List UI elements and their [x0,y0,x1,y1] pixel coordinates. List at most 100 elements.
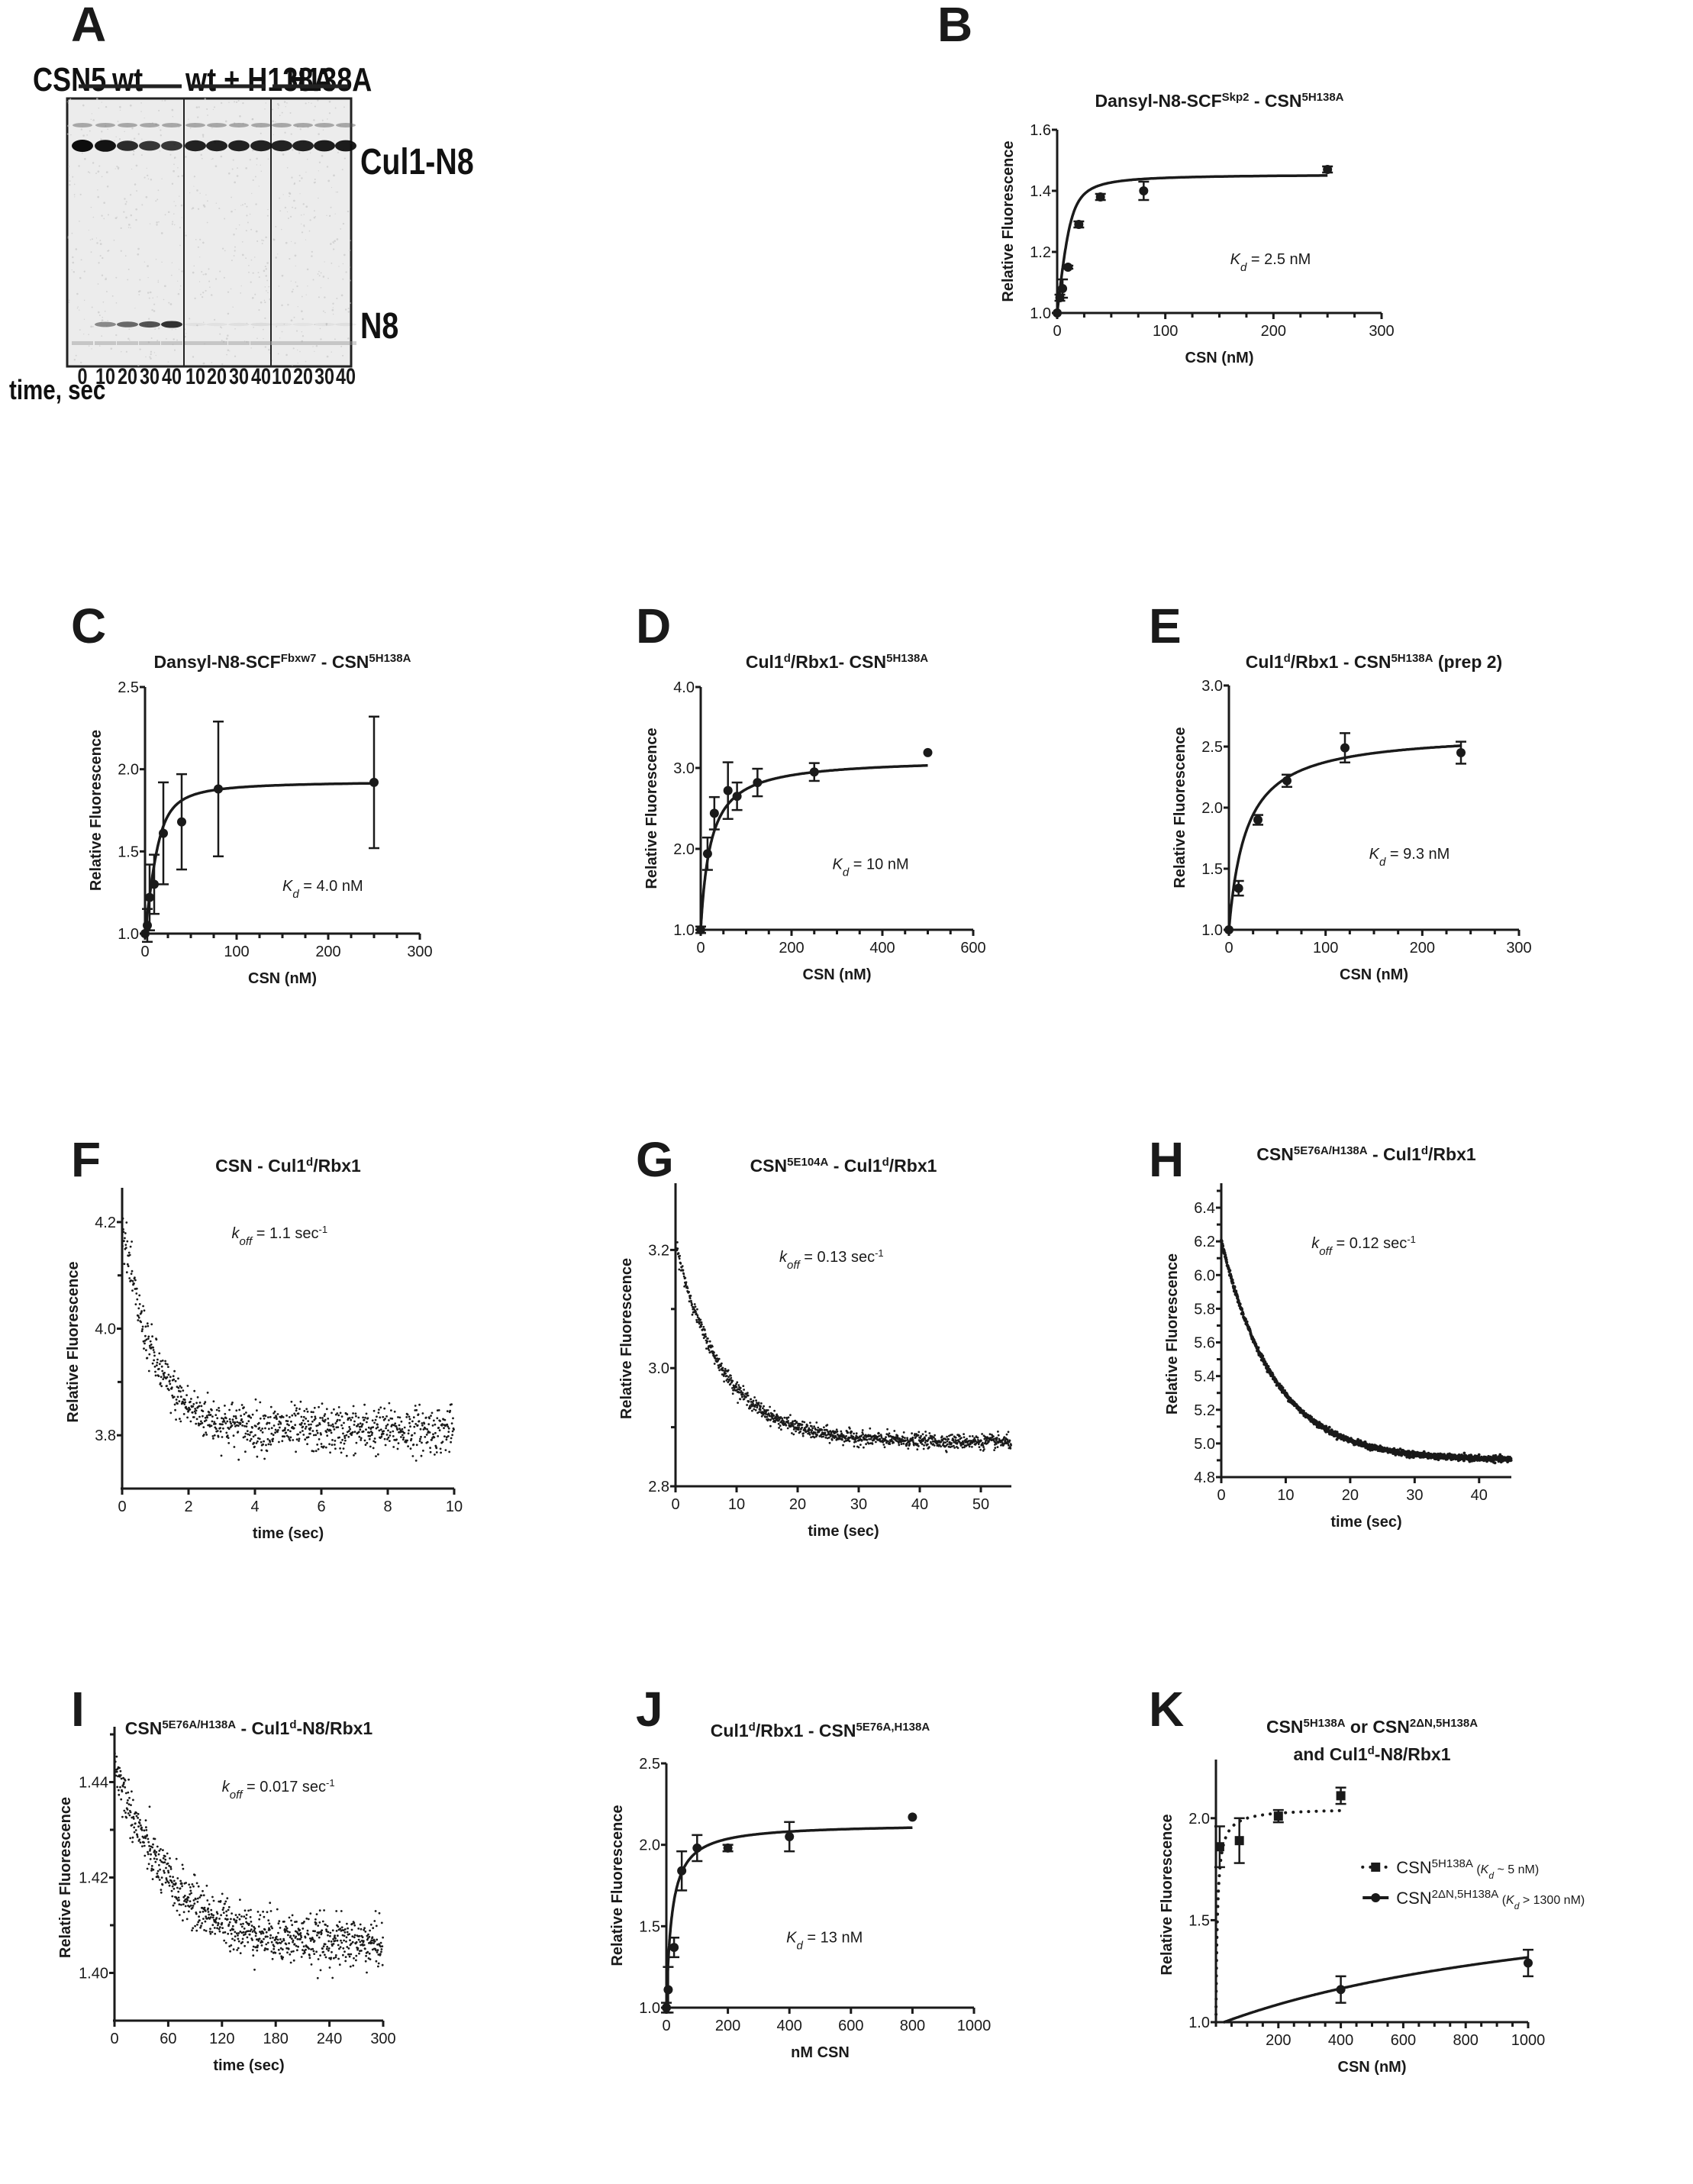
gel-band-n8 [161,321,182,328]
data-point [880,1434,882,1437]
gel-noise [340,294,343,297]
data-point [450,1437,453,1440]
gel-noise [315,344,318,347]
gel-noise [250,259,253,261]
data-point [340,1441,342,1444]
data-point [166,1862,169,1865]
data-point [945,1450,948,1453]
data-point [224,1931,227,1934]
data-point [447,1431,450,1433]
x-tick-label: 10 [446,1498,463,1515]
gel-noise [334,213,336,215]
data-point [203,1906,206,1909]
data-point [250,1416,253,1419]
data-point [169,1866,173,1869]
data-point [326,1428,329,1431]
gel-noise [230,288,232,290]
data-point [135,1815,138,1818]
data-point [156,1364,158,1366]
gel-noise [137,364,140,366]
data-point [798,1426,800,1429]
data-point [124,1247,127,1249]
gel-noise [308,230,311,232]
gel-noise [185,333,187,334]
x-tick-label: 8 [383,1498,392,1515]
gel-noise [267,292,269,294]
data-point [794,1423,796,1425]
data-point [353,1431,356,1433]
gel-noise [68,302,70,303]
data-point [160,1848,162,1850]
data-point [695,1312,698,1315]
data-point [128,1796,131,1799]
data-point [911,1432,913,1435]
data-point [885,1441,888,1444]
data-point [921,1443,924,1446]
data-point [962,1443,965,1446]
gel-noise [252,150,254,152]
data-point [310,1411,313,1413]
data-point [153,1849,156,1852]
data-point [977,1439,979,1441]
gel-noise [340,227,342,230]
data-point [160,1891,163,1894]
data-point [1095,192,1105,202]
data-point [898,1441,900,1444]
data-point [180,1882,183,1885]
data-point [422,1450,424,1452]
gel-noise [222,340,225,343]
data-point [375,1455,377,1457]
x-axis-label: time (sec) [808,1523,879,1540]
data-point [319,1417,321,1419]
data-point [352,1405,355,1408]
gel-noise [101,274,104,276]
data-point [263,1417,266,1420]
data-point [239,1421,242,1424]
data-point [785,1424,788,1427]
data-point [165,1866,167,1869]
data-point [844,1437,847,1440]
data-point [135,1811,137,1815]
data-point [323,1415,326,1418]
data-point [406,1413,409,1416]
gel-noise [215,202,218,204]
data-point [791,1432,793,1434]
data-point [336,1412,339,1415]
data-point [759,1408,762,1411]
data-point [183,1895,186,1897]
data-point [731,1387,734,1389]
data-point [896,1434,899,1437]
gel-noise [124,255,127,257]
data-point [930,1442,933,1445]
data-point [337,1414,340,1417]
x-tick-label: 50 [972,1496,989,1513]
data-point [221,1908,224,1911]
data-point [928,1432,931,1434]
data-point [280,1415,283,1418]
data-point [801,1420,804,1423]
gel-noise [72,176,74,178]
gel-noise [292,289,294,290]
data-point [184,1905,187,1908]
gel-noise [68,174,69,176]
data-point [229,1929,232,1931]
data-point [272,1434,275,1437]
data-point [231,1937,234,1940]
data-point [179,1390,182,1393]
data-point [279,1422,282,1425]
data-point [151,1362,154,1365]
data-point [342,1447,345,1450]
data-point [232,1434,235,1437]
data-point [202,1918,205,1920]
data-point [153,1850,156,1853]
gel-noise [119,109,121,111]
data-point [225,1914,228,1917]
data-point [357,1431,360,1434]
data-point [1437,1458,1440,1462]
gel-noise [170,274,173,276]
data-point [351,1416,353,1419]
gel-noise [258,309,260,311]
data-point [415,1444,418,1447]
data-point [716,1357,719,1360]
data-point [902,1431,905,1434]
